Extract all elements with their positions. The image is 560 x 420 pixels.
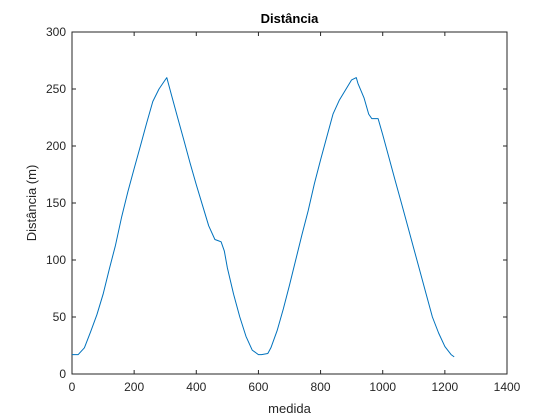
y-tick-label: 0 [59,367,66,381]
x-tick-label: 1000 [369,380,396,394]
y-tick-label: 300 [46,25,66,39]
x-tick-label: 600 [248,380,268,394]
plot-area [71,31,508,375]
y-tick-label: 150 [46,196,66,210]
y-tick-label: 200 [46,139,66,153]
x-tick-label: 1200 [432,380,459,394]
chart-title: Distância [261,11,320,26]
y-tick-label: 50 [53,310,67,324]
x-tick-label: 200 [124,380,144,394]
axis-tick-labels: 0 200 400 600 800 1000 1200 1400 0 50 100 150 200 250… [46,25,521,394]
y-tick-label: 250 [46,82,66,96]
x-tick-label: 1400 [494,380,521,394]
axis-ticks [71,31,508,375]
series-line-distance [72,77,455,358]
y-tick-label: 100 [46,253,66,267]
x-axis-title: medida [268,401,311,416]
y-axis-title: Distância (m) [24,165,39,242]
x-tick-label: 400 [186,380,206,394]
x-tick-label: 800 [311,380,331,394]
x-tick-label: 0 [69,380,76,394]
